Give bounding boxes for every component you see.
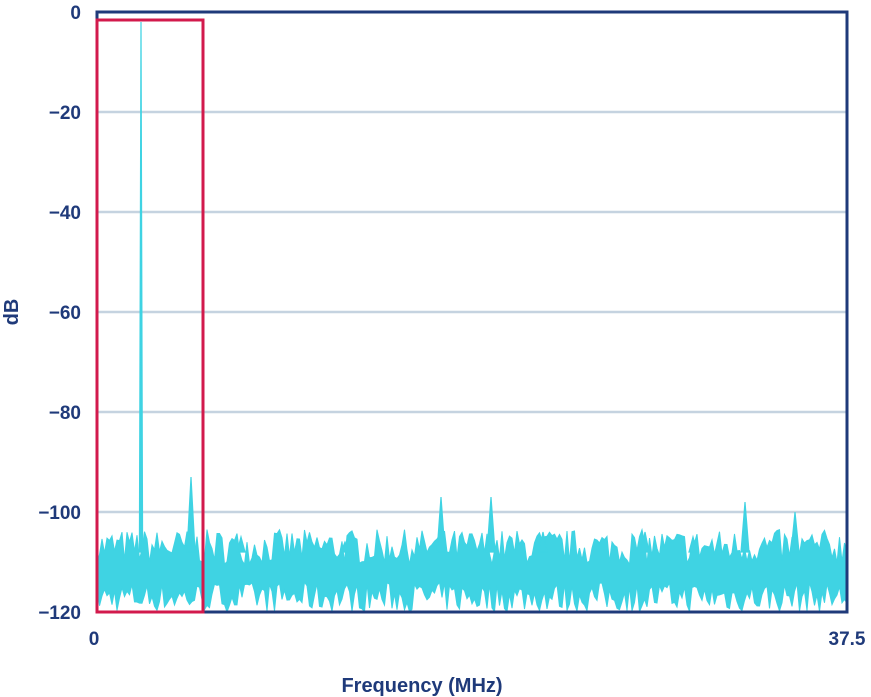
spectral-peak — [790, 511, 800, 553]
y-tick-label: −20 — [49, 103, 81, 124]
spectral-peak — [486, 496, 496, 553]
y-tick-label: −60 — [49, 303, 81, 324]
spectral-peak — [340, 540, 350, 553]
noise-floor-band — [96, 527, 848, 614]
y-tick-label: −40 — [49, 203, 81, 224]
y-tick-labels: 0 −20 −40 −60 −80 −100 −120 — [38, 3, 81, 624]
y-tick-label: −80 — [49, 403, 81, 424]
spectral-peak — [186, 476, 196, 553]
peaks-layer — [138, 21, 800, 553]
x-tick-label: 37.5 — [829, 629, 866, 650]
series-layer — [96, 527, 848, 614]
spectral-peak — [436, 496, 446, 553]
spectral-peak — [138, 21, 144, 553]
y-tick-label: −100 — [38, 503, 81, 524]
x-tick-label: 0 — [89, 629, 100, 650]
y-tick-label: −120 — [38, 603, 81, 624]
highlight-region — [95, 18, 205, 614]
spectral-peak — [740, 501, 750, 553]
y-axis-label: dB — [1, 299, 23, 326]
x-axis-label: Frequency (MHz) — [341, 675, 502, 697]
spectral-peak — [538, 531, 548, 553]
spectral-peak — [688, 534, 698, 553]
y-tick-label: 0 — [70, 3, 81, 24]
grid-lines — [97, 110, 847, 514]
x-tick-labels: 0 37.5 — [89, 629, 866, 650]
spectral-peak — [640, 531, 650, 553]
spectral-peak — [236, 534, 246, 553]
